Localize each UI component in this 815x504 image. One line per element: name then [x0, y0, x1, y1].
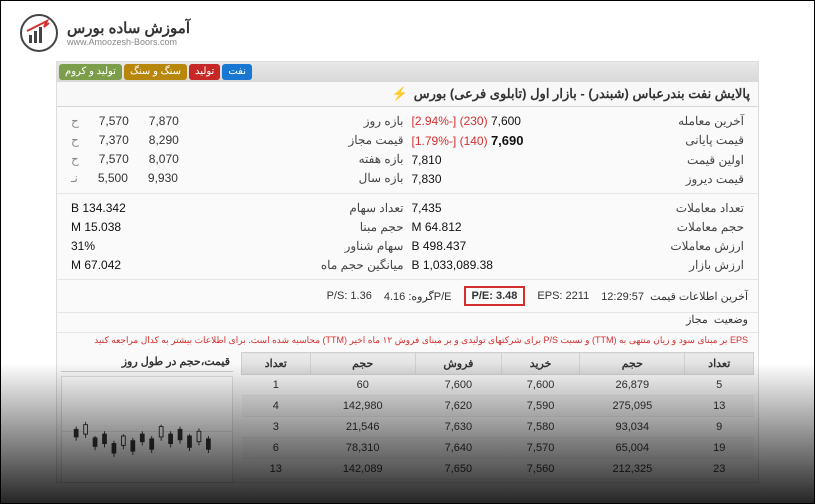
page-title: پالایش نفت بندرعباس (شبندر) - بازار اول … — [414, 86, 750, 102]
tab-item[interactable]: تولید — [189, 64, 220, 80]
status-label: وضعیت — [714, 314, 748, 326]
table-cell: 275,095 — [580, 396, 685, 417]
table-cell: 7,630 — [415, 417, 501, 438]
table-cell: 9 — [685, 417, 754, 438]
stat-row: حجم مبنا15.038 M — [67, 219, 408, 235]
ps-label: P/S: — [327, 290, 348, 302]
eps-label: EPS: — [537, 290, 562, 302]
table-cell: 26,879 — [580, 375, 685, 396]
eps-note: EPS بر مبنای سود و زیان منتهی به (TTM) و… — [57, 333, 758, 348]
table-row: 1965,0047,5707,64078,3106 — [242, 438, 754, 459]
logo-url: www.Amoozesh-Boors.com — [67, 37, 190, 47]
logo-title: آموزش ساده بورس — [67, 19, 190, 37]
pe-group-value: 4.16 — [384, 291, 405, 303]
logo-icon — [19, 13, 59, 53]
table-header: خرید — [501, 353, 579, 375]
table-cell: 78,310 — [310, 438, 415, 459]
table-cell: 60 — [310, 375, 415, 396]
table-cell: 93,034 — [580, 417, 685, 438]
stat-row: اولین قیمت7,810 — [408, 152, 749, 168]
order-book: تعدادحجمخریدفروشحجمتعداد 526,8797,6007,6… — [237, 348, 758, 483]
table-header: تعداد — [685, 353, 754, 375]
table-cell: 7,590 — [501, 396, 579, 417]
range-row: بازه هفته8,0707,570ح — [67, 151, 408, 167]
stat-row: آخرین معامله7,600 (230) [-2.94%] — [408, 113, 749, 129]
stat-row: تعداد سهام134.342 B — [67, 200, 408, 216]
table-cell: 7,600 — [415, 375, 501, 396]
chart-header: قیمت،حجم در طول روز — [61, 352, 233, 372]
table-cell: 3 — [242, 417, 311, 438]
table-cell: 212,325 — [580, 459, 685, 480]
table-row: 526,8797,6007,600601 — [242, 375, 754, 396]
table-row: 23212,3257,5607,650142,08913 — [242, 459, 754, 480]
table-cell: 1 — [242, 375, 311, 396]
table-cell: 142,980 — [310, 396, 415, 417]
eps-row: آخرین اطلاعات قیمت 12:29:57 EPS: 2211 P/… — [57, 280, 758, 313]
table-cell: 142,089 — [310, 459, 415, 480]
status-row: وضعیت مجاز — [57, 313, 758, 333]
table-cell: 19 — [685, 438, 754, 459]
table-cell: 7,640 — [415, 438, 501, 459]
stat-row: قیمت پایانی7,690 (140) [-1.79%] — [408, 132, 749, 149]
pe-group-label: P/Eگروه: — [408, 291, 451, 303]
time-value: 12:29:57 — [601, 291, 644, 303]
stat-row: تعداد معاملات7,435 — [408, 200, 749, 216]
tab-item[interactable]: نفت — [222, 64, 252, 80]
tab-item[interactable]: سنگ و سنگ — [124, 64, 187, 80]
chart-panel: قیمت،حجم در طول روز — [57, 348, 237, 483]
table-cell: 65,004 — [580, 438, 685, 459]
stat-row: ارزش معاملات498.437 B — [408, 238, 749, 254]
stat-row: ارزش بازار1,033,089.38 B — [408, 257, 749, 273]
table-cell: 7,600 — [501, 375, 579, 396]
title-bar: پالایش نفت بندرعباس (شبندر) - بازار اول … — [57, 82, 758, 107]
table-header: فروش — [415, 353, 501, 375]
table-cell: 6 — [242, 438, 311, 459]
order-table: تعدادحجمخریدفروشحجمتعداد 526,8797,6007,6… — [241, 352, 754, 480]
tab-item[interactable]: تولید و کروم — [59, 64, 122, 80]
status-value: مجاز — [686, 314, 708, 326]
pe-highlight: P/E: 3.48 — [464, 286, 526, 306]
time-label: آخرین اطلاعات قیمت — [650, 291, 748, 303]
table-cell: 7,570 — [501, 438, 579, 459]
table-cell: 7,560 — [501, 459, 579, 480]
stat-row: سهام شناور31% — [67, 238, 408, 254]
eps-value: 2211 — [566, 290, 590, 302]
site-logo: آموزش ساده بورس www.Amoozesh-Boors.com — [19, 13, 190, 53]
stat-row: میانگین حجم ماه67.042 M — [67, 257, 408, 273]
table-cell: 7,620 — [415, 396, 501, 417]
table-row: 993,0347,5807,63021,5463 — [242, 417, 754, 438]
tabs-bar: تولید و کرومسنگ و سنگتولیدنفت — [57, 62, 758, 82]
table-cell: 21,546 — [310, 417, 415, 438]
table-cell: 13 — [242, 459, 311, 480]
range-row: بازه سال9,9305,500نـ — [67, 170, 408, 186]
table-cell: 23 — [685, 459, 754, 480]
table-cell: 4 — [242, 396, 311, 417]
volume-stats: تعداد معاملات7,435 حجم معاملات64.812 M ارز… — [57, 194, 758, 280]
table-header: تعداد — [242, 353, 311, 375]
table-cell: 7,580 — [501, 417, 579, 438]
table-header: حجم — [310, 353, 415, 375]
lightning-icon: ⚡ — [392, 86, 408, 102]
table-row: 13275,0957,5907,620142,9804 — [242, 396, 754, 417]
price-stats: آخرین معامله7,600 (230) [-2.94%] قیمت پای… — [57, 107, 758, 194]
table-cell: 13 — [685, 396, 754, 417]
table-header: حجم — [580, 353, 685, 375]
stat-row: حجم معاملات64.812 M — [408, 219, 749, 235]
main-panel: تولید و کرومسنگ و سنگتولیدنفت پالایش نفت… — [56, 61, 759, 483]
price-chart — [61, 376, 233, 483]
table-cell: 7,650 — [415, 459, 501, 480]
range-row: بازه روز7,8707,570ح — [67, 113, 408, 129]
table-cell: 5 — [685, 375, 754, 396]
range-row: قیمت مجاز8,2907,370ح — [67, 132, 408, 148]
stat-row: قیمت دیروز7,830 — [408, 171, 749, 187]
ps-value: 1.36 — [350, 290, 371, 302]
